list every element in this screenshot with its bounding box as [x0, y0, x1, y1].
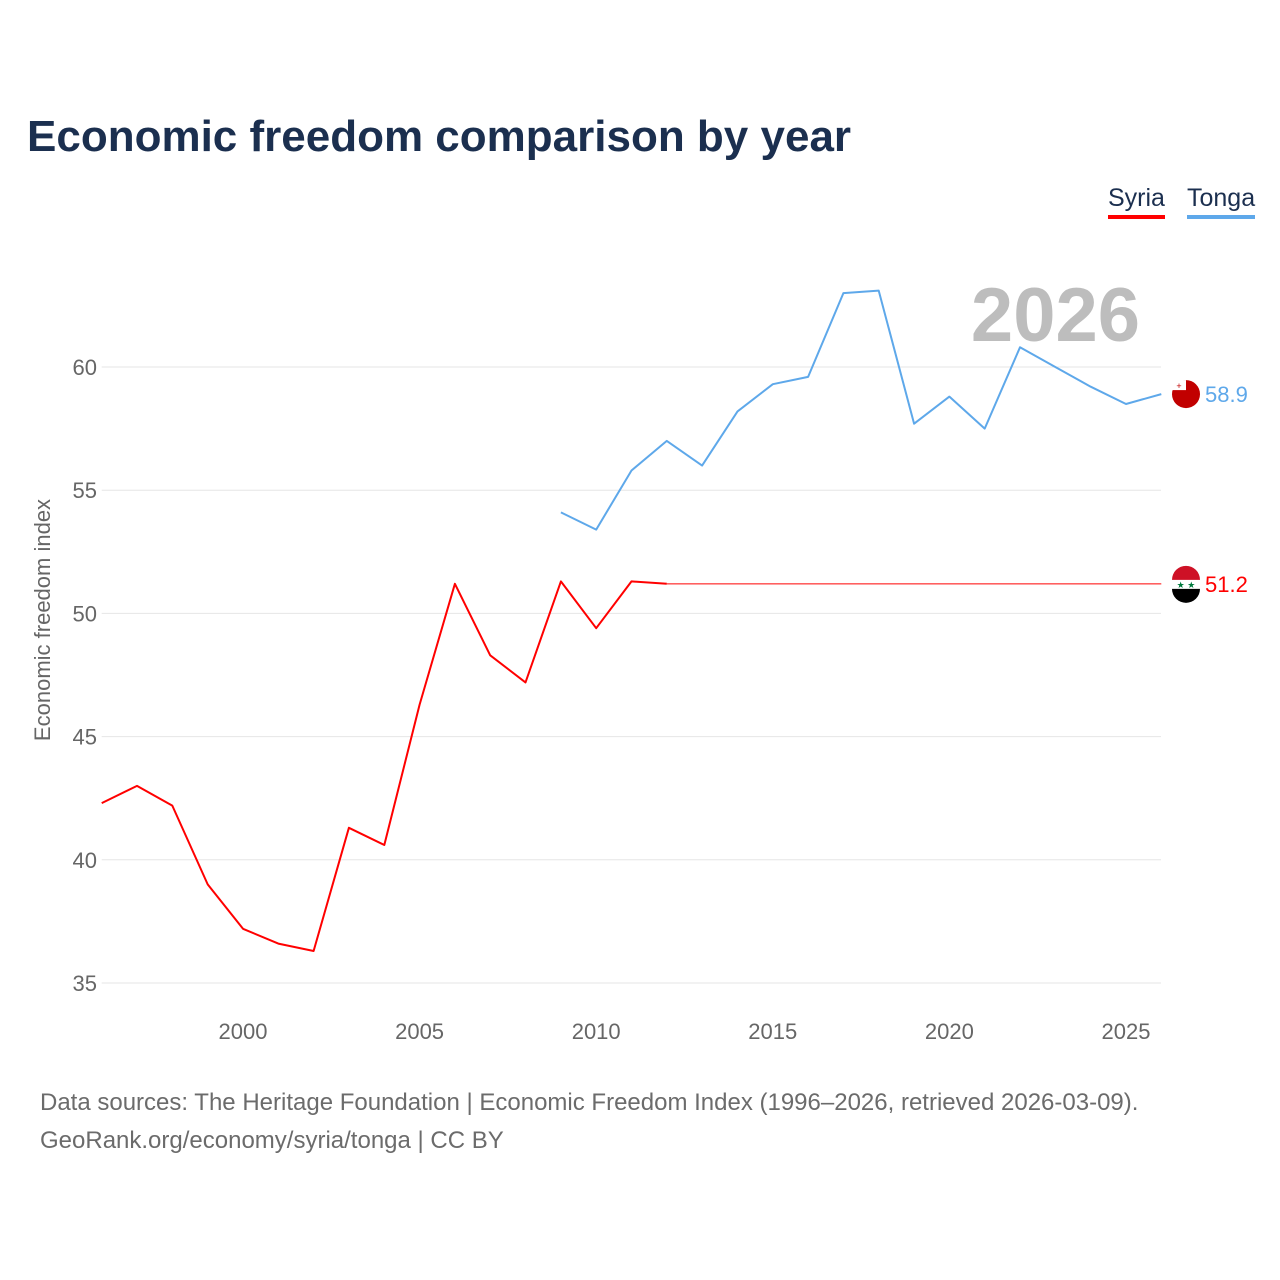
chart-title: Economic freedom comparison by year: [27, 112, 852, 161]
syria-flag-black: [1172, 588, 1200, 603]
y-tick-label: 60: [73, 355, 97, 380]
legend-item-tonga[interactable]: Tonga: [1187, 184, 1256, 219]
data-sources-note: Data sources: The Heritage Foundation | …: [40, 1089, 1139, 1116]
y-tick-label: 50: [73, 601, 97, 626]
legend-item-syria[interactable]: Syria: [1108, 184, 1165, 219]
y-tick-label: 40: [73, 848, 97, 873]
x-tick-label: 2005: [395, 1019, 444, 1044]
credit-link[interactable]: GeoRank.org/economy/syria/tonga | CC BY: [40, 1127, 504, 1154]
x-tick-label: 2025: [1102, 1019, 1151, 1044]
series-line-tonga: [560, 289, 1162, 531]
tonga-flag-cross: +: [1176, 381, 1181, 391]
y-tick-label: 35: [73, 971, 97, 996]
y-axis-label: Economic freedom index: [30, 499, 55, 741]
syria-flag-stars: ★ ★: [1177, 580, 1196, 590]
year-watermark: 2026: [971, 273, 1140, 358]
end-value-label-syria: 51.2: [1205, 572, 1248, 597]
x-tick-label: 2015: [748, 1019, 797, 1044]
x-tick-label: 2020: [925, 1019, 974, 1044]
y-tick-label: 45: [73, 725, 97, 750]
end-value-label-tonga: 58.9: [1205, 382, 1248, 407]
y-tick-label: 55: [73, 478, 97, 503]
tonga-flag-canton: [1172, 380, 1186, 391]
x-tick-label: 2000: [219, 1019, 268, 1044]
x-tick-label: 2010: [572, 1019, 621, 1044]
series-line-syria: [101, 580, 667, 952]
syria-flag-red: [1172, 565, 1200, 580]
